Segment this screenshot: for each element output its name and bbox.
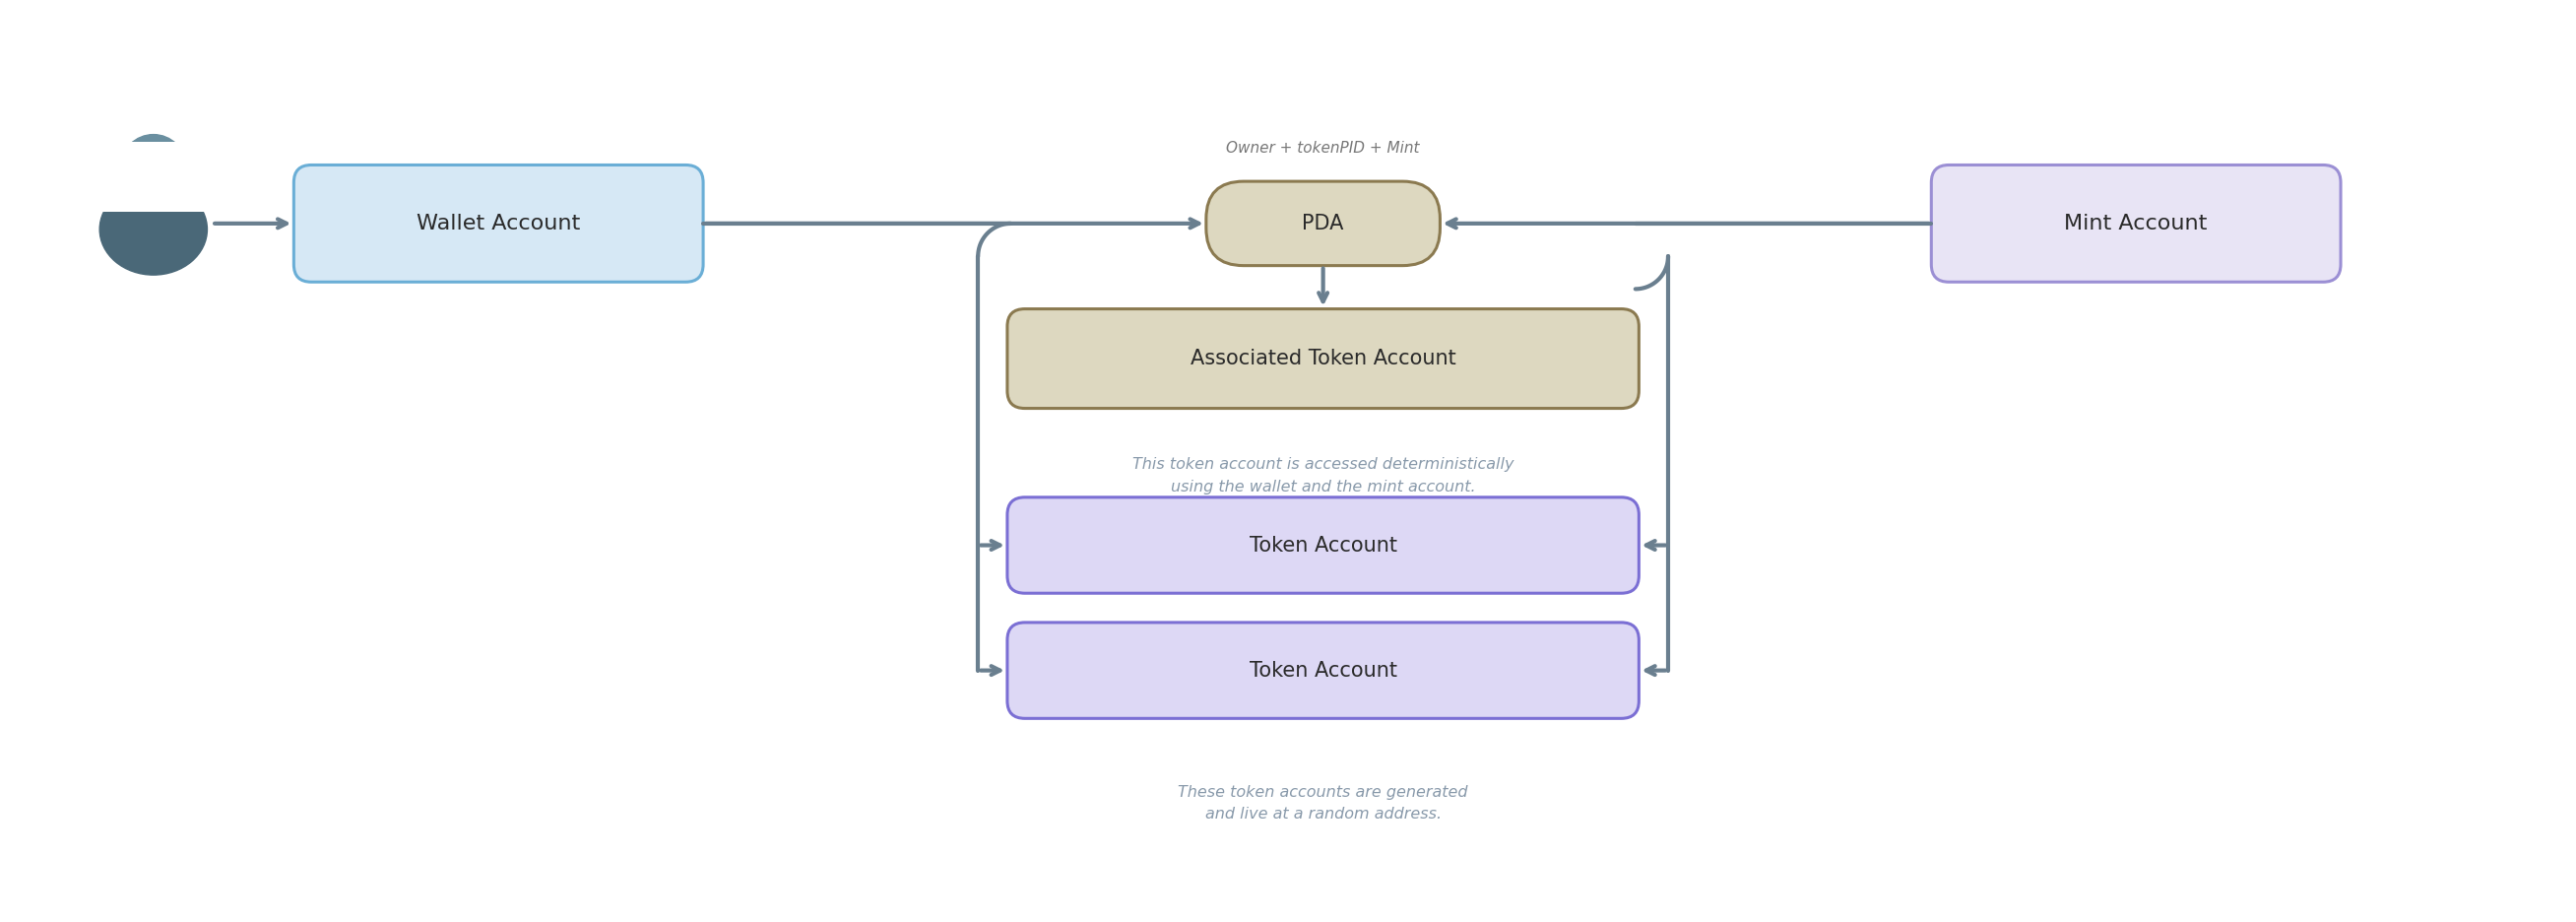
- FancyBboxPatch shape: [1206, 182, 1440, 266]
- FancyBboxPatch shape: [1932, 165, 2342, 282]
- Text: Owner + tokenPID + Mint: Owner + tokenPID + Mint: [1226, 141, 1419, 156]
- Circle shape: [121, 135, 185, 200]
- FancyBboxPatch shape: [1007, 622, 1638, 718]
- Ellipse shape: [100, 183, 206, 275]
- FancyBboxPatch shape: [294, 165, 703, 282]
- Text: Mint Account: Mint Account: [2063, 214, 2208, 233]
- FancyBboxPatch shape: [95, 142, 211, 212]
- Text: These token accounts are generated
and live at a random address.: These token accounts are generated and l…: [1177, 786, 1468, 822]
- Text: PDA: PDA: [1303, 214, 1345, 233]
- FancyBboxPatch shape: [1007, 309, 1638, 408]
- Text: Associated Token Account: Associated Token Account: [1190, 349, 1455, 369]
- Text: This token account is accessed deterministically
using the wallet and the mint a: This token account is accessed determini…: [1133, 457, 1515, 494]
- Text: Wallet Account: Wallet Account: [417, 214, 580, 233]
- Text: Token Account: Token Account: [1249, 660, 1396, 680]
- Text: Token Account: Token Account: [1249, 536, 1396, 555]
- FancyBboxPatch shape: [1007, 497, 1638, 593]
